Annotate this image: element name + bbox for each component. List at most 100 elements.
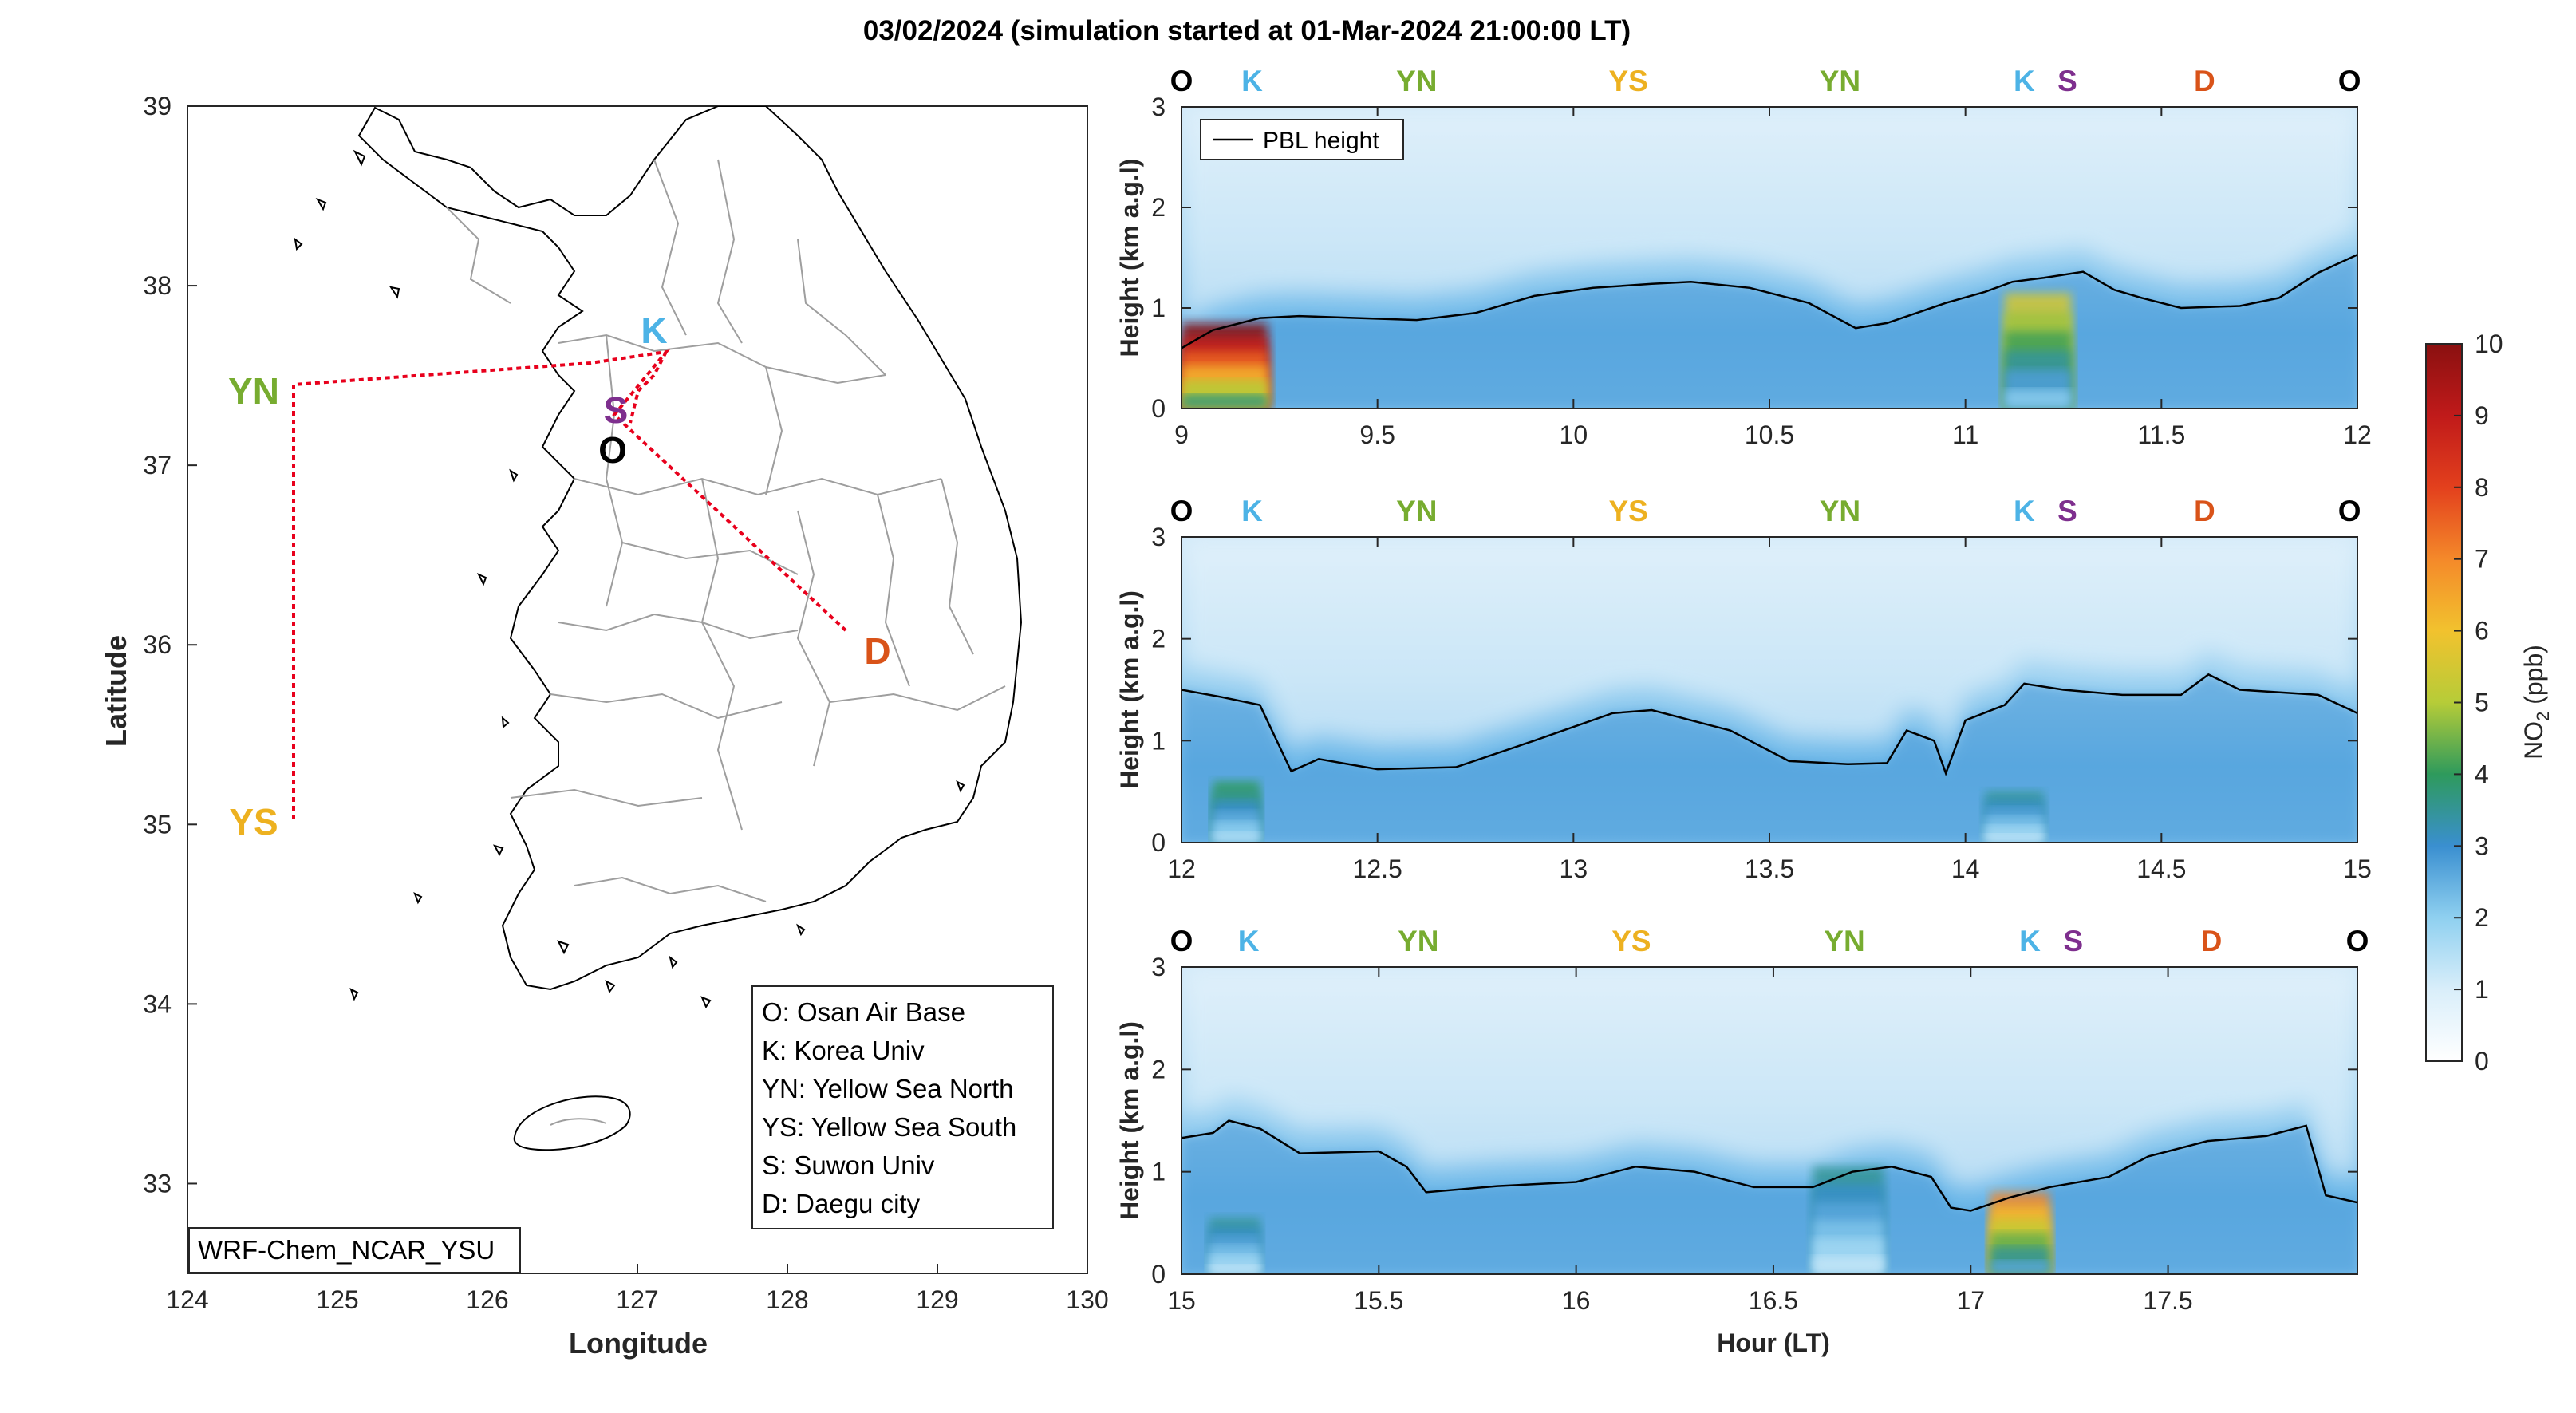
colorbar-tick-label: 6 (2475, 617, 2489, 645)
curtain-ylabel: Height (km a.g.l) (1115, 159, 1144, 357)
province-boundaries (446, 159, 1006, 902)
curtain-xtick-label: 13.5 (1745, 855, 1794, 883)
curtain-xtick-label: 10 (1560, 420, 1588, 449)
curtain-xtick-label: 15.5 (1354, 1286, 1403, 1315)
map-site-k: K (641, 310, 667, 351)
map-ticks: 124 125 126 127 128 129 130 33 34 35 36 37 38 39 (143, 92, 1108, 1314)
curtain-site-label: YN (1396, 65, 1437, 97)
colorbar-tick-label: 7 (2475, 545, 2489, 574)
curtain-panel-3: 15 15.5 16 16.5 17 17.5 0 1 2 3 Height (km a.g.l) O… (1115, 925, 2369, 1315)
map-xtick-label: 125 (316, 1285, 358, 1314)
curtain-ytick-label: 2 (1151, 625, 1166, 653)
curtain-ytick-label: 2 (1151, 1055, 1166, 1083)
curtain-site-label: O (2338, 495, 2361, 527)
curtain-xtick-label: 14.5 (2136, 855, 2186, 883)
flight-route-path (292, 349, 847, 819)
curtain-site-label: K (1238, 925, 1260, 957)
model-label: WRF-Chem_NCAR_YSU (198, 1235, 495, 1265)
map-ytick-label: 38 (143, 271, 172, 300)
colorbar-tick-label: 0 (2475, 1047, 2489, 1076)
curtain-xtick-label: 17 (1956, 1286, 1985, 1315)
curtain-site-label: YS (1611, 925, 1651, 957)
curtain-ytick-label: 3 (1151, 93, 1166, 121)
map-ytick-label: 33 (143, 1169, 172, 1198)
colorbar-tick-label: 10 (2475, 330, 2503, 358)
map-ytick-label: 35 (143, 810, 172, 839)
curtain-ylabel: Height (km a.g.l) (1115, 1021, 1144, 1220)
colorbar-label-sub: 2 (2533, 712, 2553, 721)
pbl-legend-label: PBL height (1263, 128, 1379, 154)
curtain-site-label: D (2194, 495, 2215, 527)
map-xtick-label: 124 (166, 1285, 208, 1314)
curtain-xtick-label: 10.5 (1745, 420, 1794, 449)
curtain-plot-area (1181, 107, 2357, 409)
curtain-xtick-label: 12 (1167, 855, 1196, 883)
no2-hotspot (1990, 1260, 2050, 1274)
pbl-height-line (1181, 673, 2357, 776)
no2-hotspot (1181, 394, 1268, 409)
curtain-site-label: S (2057, 495, 2077, 527)
curtain-xtick-label: 11 (1952, 420, 1978, 449)
colorbar-tick-label: 3 (2475, 831, 2489, 860)
site-legend-item: S: Suwon Univ (762, 1151, 935, 1180)
map-xtick-label: 129 (916, 1285, 958, 1314)
curtain-xtick-label: 16 (1562, 1286, 1591, 1315)
curtain-xtick-label: 11.5 (2137, 420, 2185, 449)
curtain-ytick-label: 3 (1151, 523, 1166, 551)
curtain-plot-area (1181, 537, 2357, 843)
site-legend-item: YN: Yellow Sea North (762, 1074, 1014, 1103)
curtain-ytick-label: 1 (1151, 1158, 1166, 1186)
site-legend-box (751, 985, 1054, 1229)
curtain-site-label: S (2057, 65, 2077, 97)
model-label-box (188, 1227, 521, 1273)
site-legend-item: O: Osan Air Base (762, 997, 965, 1027)
no2-hotspot (2004, 389, 2072, 409)
colorbar-tick-label: 8 (2475, 473, 2489, 502)
curtain-xtick-label: 9 (1174, 420, 1189, 449)
map-site-d: D (864, 630, 890, 672)
free-troposphere-shade (1181, 107, 2357, 325)
site-legend-item: K: Korea Univ (762, 1036, 925, 1065)
curtain-site-label: YS (1608, 495, 1647, 527)
colorbar-tick-label: 4 (2475, 760, 2489, 788)
colorbar-tick-label: 5 (2475, 689, 2489, 717)
curtain-xtick-label: 12.5 (1353, 855, 1402, 883)
no2-hotspot (1209, 1265, 1260, 1274)
curtain-site-label: O (1170, 495, 1193, 527)
map-ytick-label: 36 (143, 630, 172, 659)
coastal-islands (294, 149, 965, 1009)
curtain-site-label: YN (1398, 925, 1438, 957)
curtain-site-label: O (1170, 925, 1193, 957)
boundary-layer-shade (1181, 1120, 2357, 1274)
free-troposphere-shade (1181, 967, 2357, 1187)
curtain-xtick-label: 16.5 (1749, 1286, 1798, 1315)
curtain-site-label: YN (1820, 495, 1860, 527)
curtain-xtick-label: 14 (1951, 855, 1980, 883)
no2-hotspot (1985, 834, 2044, 843)
colorbar-label-no: NO (2519, 721, 2548, 760)
colorbar-label-unit: (ppb) (2519, 645, 2548, 712)
curtain-xtick-label: 17.5 (2143, 1286, 2192, 1315)
jeju-island (513, 1095, 631, 1151)
curtain-xtick-label: 12 (2343, 420, 2372, 449)
map-xlabel: Longitude (569, 1327, 708, 1360)
colorbar-ticks: 0 1 2 3 4 5 6 7 8 9 10 (2454, 330, 2503, 1076)
boundary-layer-shade (1181, 674, 2357, 843)
curtain-ytick-label: 0 (1151, 394, 1166, 423)
curtain-site-label: K (1241, 495, 1263, 527)
map-xtick-label: 128 (766, 1285, 808, 1314)
curtain-site-label: YN (1824, 925, 1864, 957)
curtain-site-label: D (2201, 925, 2223, 957)
map-xtick-label: 126 (466, 1285, 508, 1314)
map-ytick-label: 34 (143, 989, 172, 1018)
site-legend-item: D: Daegu city (762, 1189, 921, 1218)
map-site-ys: YS (229, 801, 278, 843)
curtain-site-label: YN (1396, 495, 1437, 527)
korea-mainland-outline (357, 106, 1023, 991)
curtain-ytick-label: 0 (1151, 1260, 1166, 1289)
curtain-ytick-label: 2 (1151, 193, 1166, 222)
